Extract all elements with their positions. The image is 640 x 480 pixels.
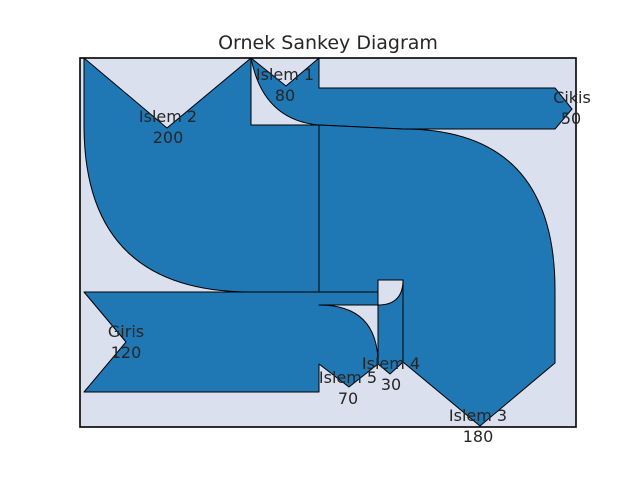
node-value-islem-4: 30 (381, 375, 401, 394)
node-value-islem-2: 200 (153, 128, 184, 147)
node-value-islem-1: 80 (275, 86, 295, 105)
node-name-islem-2: Islem 2 (139, 107, 197, 126)
node-name-islem-3: Islem 3 (449, 406, 507, 425)
node-value-islem-3: 180 (463, 427, 494, 446)
node-value-islem-5: 70 (338, 389, 358, 408)
sankey-flows (83, 57, 573, 427)
node-labels: Islem 1 80 Islem 2 200 Cikis 50 Giris 12… (108, 65, 591, 446)
node-value-cikis: 50 (561, 109, 581, 128)
flow-islem4 (377, 279, 404, 375)
flow-giris (83, 291, 379, 393)
node-name-islem-1: Islem 1 (256, 65, 314, 84)
chart-title: Ornek Sankey Diagram (218, 32, 438, 54)
node-name-giris: Giris (108, 322, 144, 341)
flow-to-cikis (250, 57, 573, 130)
node-name-islem-4: Islem 4 (362, 354, 420, 373)
node-name-islem-5: Islem 5 (319, 368, 377, 387)
node-value-giris: 120 (111, 343, 142, 362)
node-name-cikis: Cikis (553, 88, 591, 107)
